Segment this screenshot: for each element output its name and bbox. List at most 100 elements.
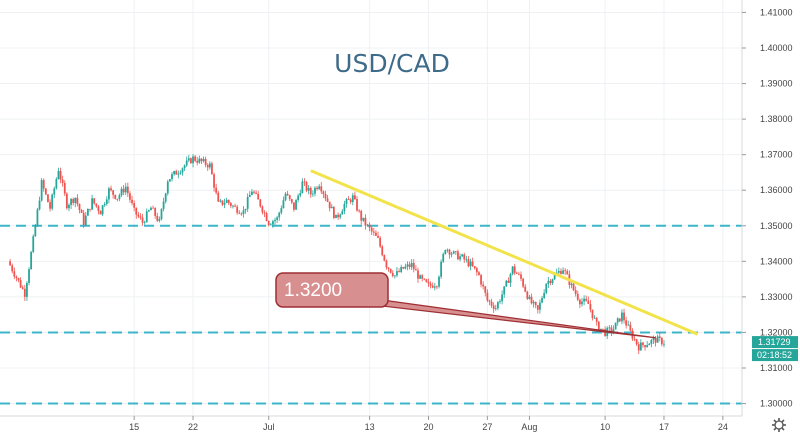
x-tick-label: Jul — [263, 422, 275, 432]
candle-body — [457, 251, 459, 260]
candle-body — [436, 286, 438, 288]
candle-body — [633, 338, 636, 340]
candle-body — [105, 199, 108, 204]
candle-body — [311, 193, 314, 195]
candle-body — [40, 180, 43, 201]
price-axis-bg — [742, 0, 800, 436]
candle-body — [469, 261, 472, 267]
settings-button[interactable] — [772, 418, 786, 432]
candle-body — [13, 271, 16, 277]
candle-body — [255, 192, 257, 194]
candle-body — [663, 343, 665, 345]
candle-body — [608, 327, 611, 329]
candle-body — [61, 179, 64, 184]
candle-body — [23, 288, 26, 297]
candle-body — [589, 303, 592, 310]
candle-body — [335, 214, 337, 218]
candle-body — [78, 203, 81, 211]
candle-body — [484, 286, 487, 293]
candle-body — [597, 321, 600, 331]
candle-body — [124, 186, 127, 193]
candle-body — [68, 204, 70, 209]
candle-body — [656, 336, 659, 343]
time-axis[interactable]: 15 22 Jul 13 20 27 Aug 10 17 24 — [0, 415, 742, 432]
candle-body — [80, 210, 83, 213]
candle-body — [658, 336, 661, 339]
candle-body — [391, 272, 394, 277]
candle-body — [234, 205, 236, 207]
annotations: 1.3200 — [275, 169, 699, 339]
candle-body — [660, 338, 663, 345]
candle-body — [496, 302, 499, 309]
y-tick-label: 1.40000 — [760, 43, 793, 53]
candle-body — [108, 188, 110, 200]
candle-body — [223, 202, 226, 205]
candle-body — [70, 199, 72, 205]
candle-body — [34, 225, 37, 237]
trendline[interactable] — [310, 169, 699, 336]
candle-body — [332, 206, 335, 218]
gear-icon — [772, 418, 786, 432]
candle-body — [530, 296, 533, 304]
candle-body — [293, 202, 295, 210]
candle-body — [232, 205, 234, 207]
candle-body — [442, 253, 445, 262]
candle-body — [261, 206, 264, 213]
candle-body — [480, 275, 482, 285]
candle-body — [351, 195, 354, 203]
candle-body — [585, 298, 588, 301]
candle-body — [74, 197, 77, 203]
candle-body — [143, 222, 146, 223]
candle-body — [637, 344, 640, 351]
candle-body — [393, 275, 396, 277]
candle-body — [269, 224, 272, 226]
y-tick-label: 1.41000 — [760, 7, 793, 17]
price-axis[interactable]: 1.41000 1.40000 1.39000 1.38000 1.37000 1.360… — [741, 0, 800, 436]
candle-body — [221, 200, 224, 205]
candle-body — [612, 329, 615, 332]
candle-body — [116, 198, 119, 200]
callout-label: 1.3200 — [284, 280, 342, 301]
candle-body — [272, 221, 274, 225]
candle-body — [299, 193, 302, 196]
candle-body — [377, 235, 379, 238]
candle-body — [110, 188, 112, 191]
candle-body — [356, 199, 358, 211]
candle-body — [518, 273, 520, 275]
candle-body — [625, 320, 628, 326]
candle-body — [324, 193, 327, 199]
candle-body — [501, 294, 503, 302]
candle-body — [158, 219, 161, 221]
candle-body — [145, 211, 148, 223]
candle-body — [595, 317, 598, 322]
candle-body — [288, 195, 291, 200]
candle-body — [576, 293, 579, 300]
candle-body — [181, 168, 184, 173]
candle-body — [431, 285, 434, 288]
candle-body — [446, 249, 449, 251]
candle-body — [337, 214, 339, 218]
candle-body — [11, 265, 14, 272]
candle-body — [309, 187, 312, 195]
candle-body — [84, 215, 87, 225]
candle-body — [648, 343, 651, 346]
candle-body — [547, 280, 550, 284]
candle-body — [532, 301, 535, 304]
last-price-label: 1.31729 — [758, 337, 791, 347]
x-tick-label: 17 — [659, 422, 669, 432]
y-tick-label: 1.31000 — [760, 363, 793, 373]
candle-body — [425, 279, 428, 283]
candle-body — [488, 300, 491, 302]
countdown-badge — [752, 349, 798, 362]
candle-body — [427, 282, 430, 284]
candle-body — [250, 191, 253, 196]
candle-body — [112, 190, 115, 195]
last-price-badge — [752, 336, 798, 349]
candle-body — [183, 165, 186, 169]
callout-box[interactable] — [275, 272, 389, 308]
candle-body — [551, 279, 554, 283]
candle-body — [28, 269, 30, 283]
candle-body — [515, 272, 518, 274]
candle-body — [219, 200, 222, 202]
candle-body — [236, 206, 239, 213]
